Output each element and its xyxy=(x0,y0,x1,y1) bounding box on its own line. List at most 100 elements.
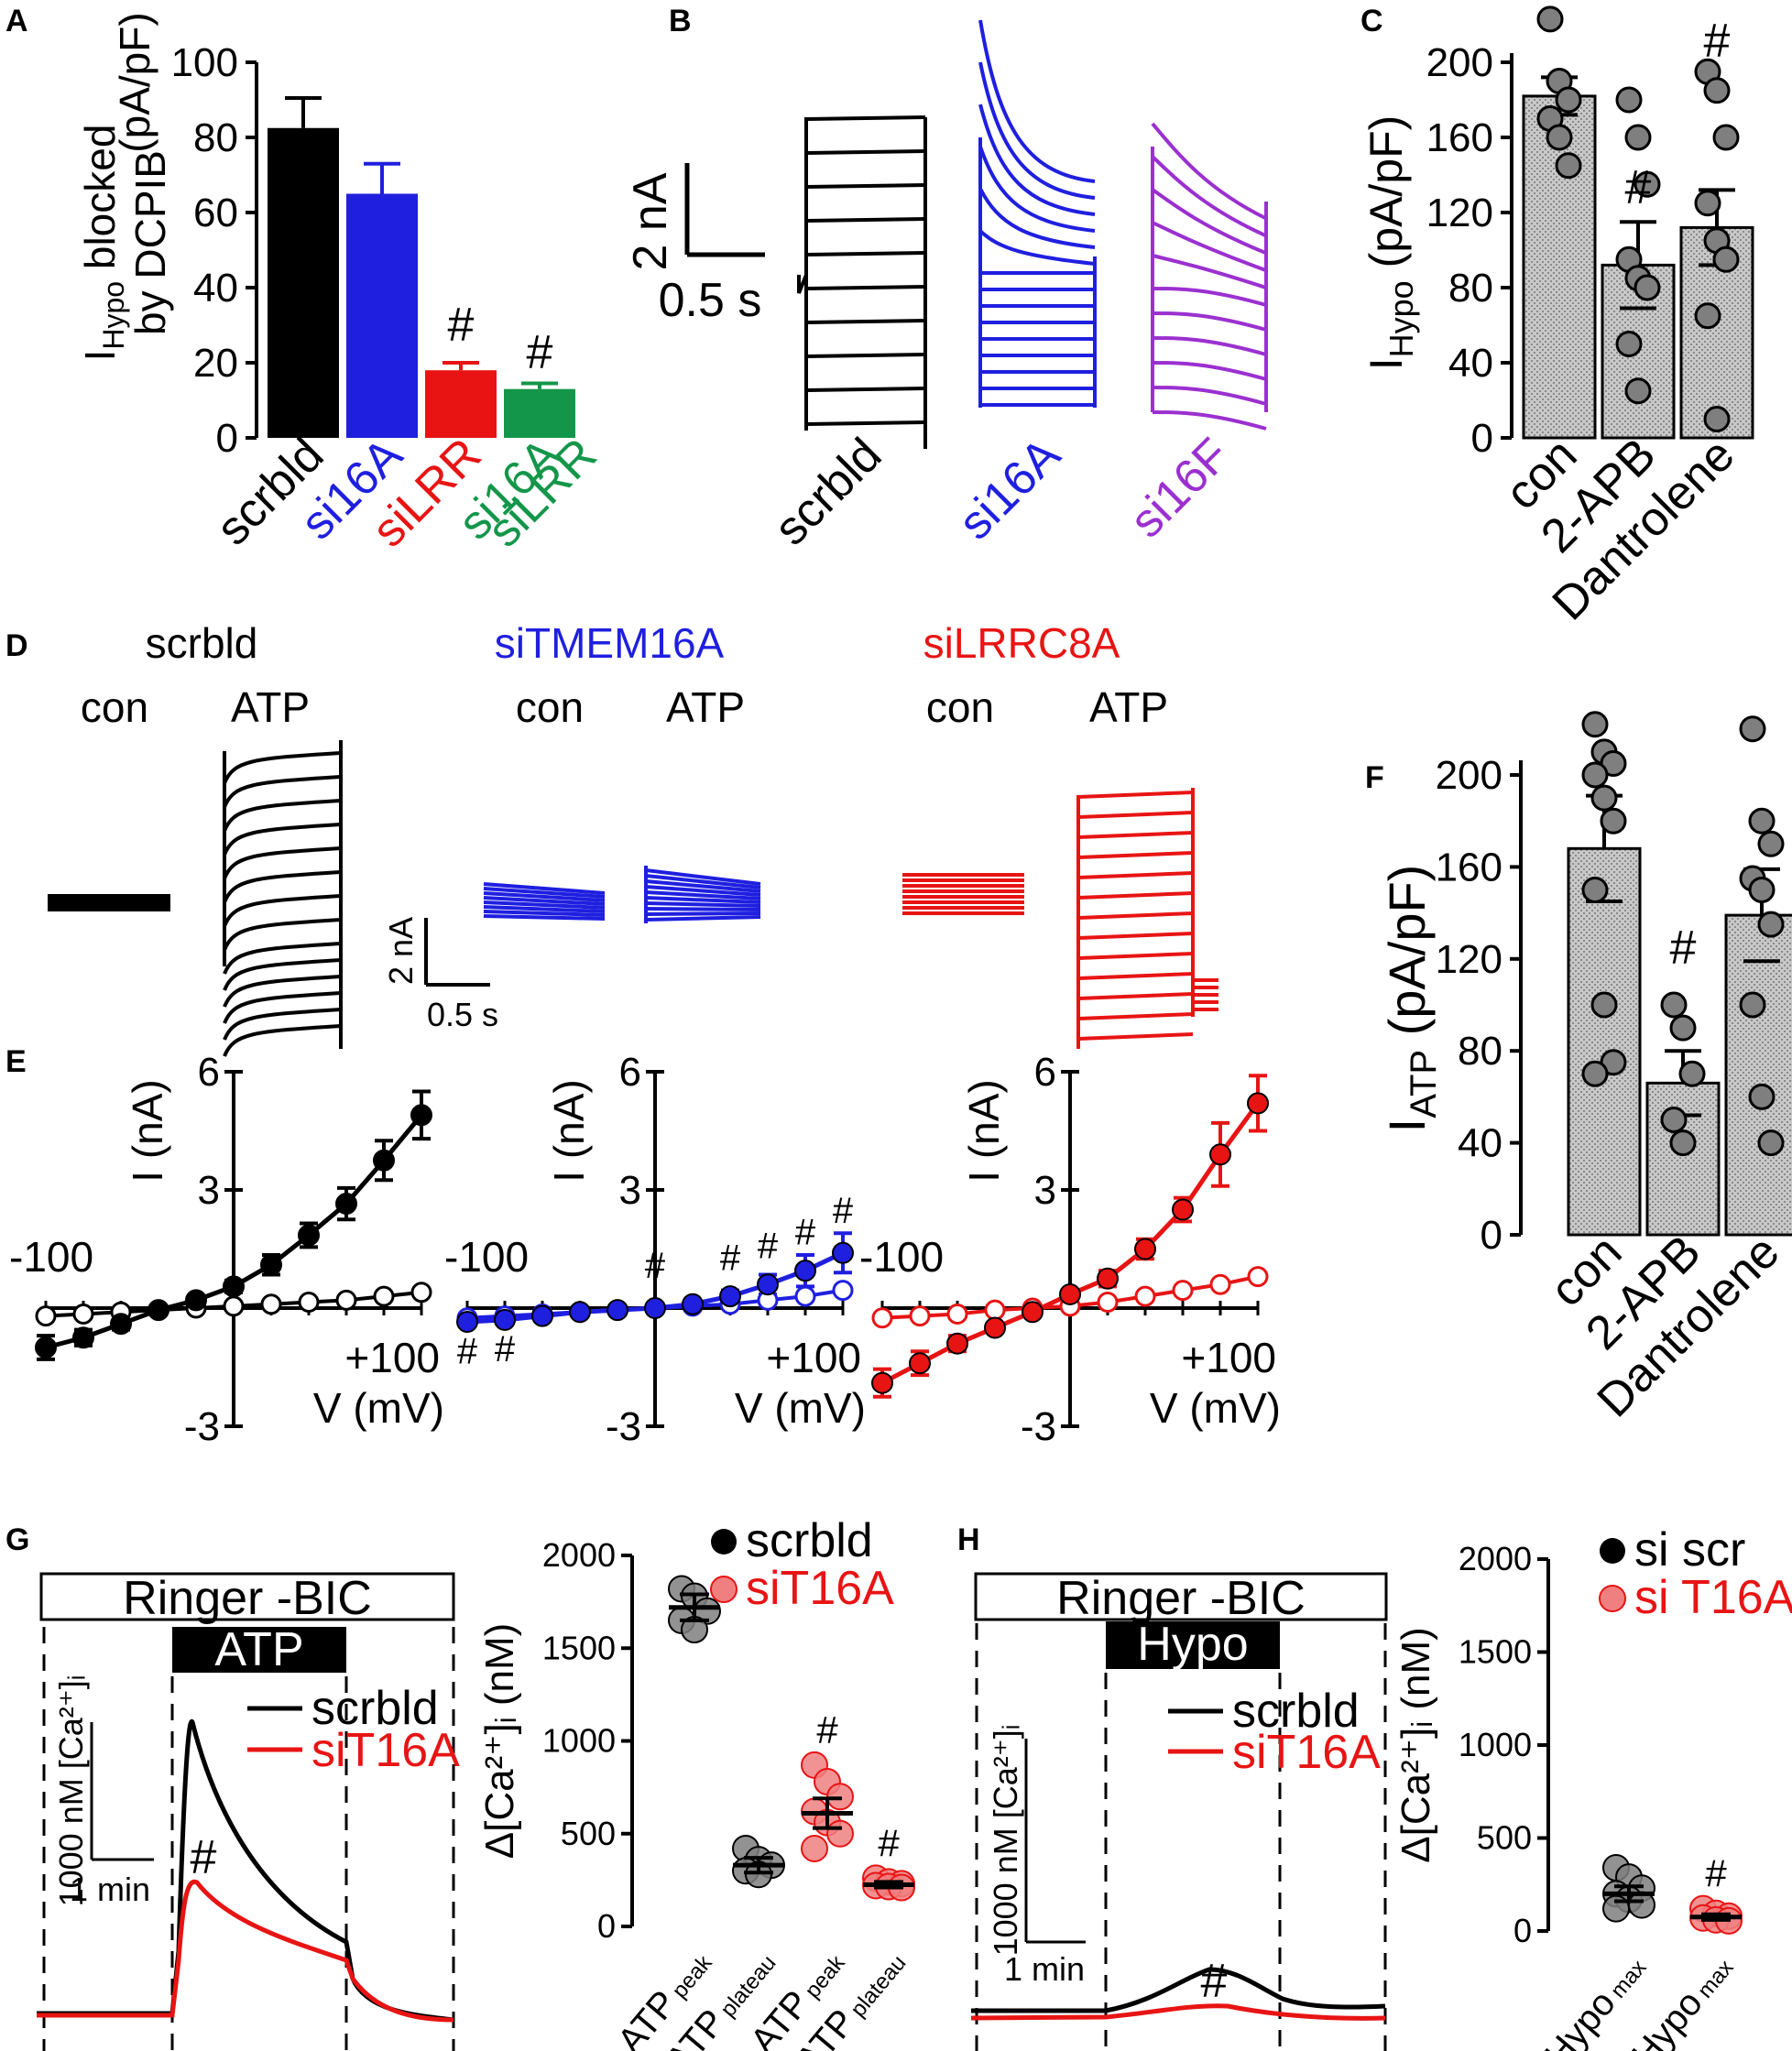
atp-point xyxy=(456,1311,478,1334)
data-point xyxy=(1555,86,1582,114)
con-point xyxy=(335,1289,357,1311)
atp-point xyxy=(373,1149,395,1172)
atp-point xyxy=(410,1104,432,1127)
panel-h-legend-sit16a: siT16A xyxy=(1232,1726,1381,1779)
data-point xyxy=(1634,274,1661,301)
trace xyxy=(1077,811,1194,819)
y-title-rest: (pA/pF) xyxy=(1378,865,1436,1050)
data-point xyxy=(1581,761,1609,789)
condition-header: ATP xyxy=(666,683,745,731)
category-main: Hypo xyxy=(1624,1983,1710,2051)
bar xyxy=(1522,94,1597,440)
trace xyxy=(645,915,761,922)
panel-b-scale-bar: 2 nA 0.5 s xyxy=(624,163,765,327)
trace xyxy=(223,799,342,832)
atp-point xyxy=(719,1285,741,1308)
panel-c-y-axis-label: IHypo (pA/pF) xyxy=(1360,115,1420,371)
atp-point xyxy=(110,1313,132,1336)
legend-label: si T16A xyxy=(1634,1571,1792,1624)
y-tick-label: 80 xyxy=(1448,266,1493,311)
panel-c-y-ticks: 0 40 80 120 160 200 xyxy=(1426,40,1512,461)
con-point xyxy=(298,1292,320,1314)
trace xyxy=(1152,287,1267,307)
y-axis-title: Δ[Ca²⁺]ᵢ (nM) xyxy=(1393,1627,1438,1863)
x-max-label: +100 xyxy=(1181,1334,1276,1381)
trace xyxy=(223,958,342,991)
con-point xyxy=(260,1293,282,1315)
trace xyxy=(1077,831,1194,839)
trace xyxy=(645,868,761,886)
atp-point xyxy=(494,1308,516,1331)
data-point xyxy=(1748,807,1776,835)
atp-point xyxy=(1209,1143,1231,1166)
data-point xyxy=(1694,302,1721,330)
trace xyxy=(645,890,761,900)
y-tick-label: 2000 xyxy=(542,1536,616,1574)
panel-g-calcium-traces: Ringer -BIC ATP scrbld siT16A 1000 nM [C… xyxy=(37,1572,460,2051)
bar xyxy=(1645,1081,1721,1237)
legend-label: si scr xyxy=(1634,1523,1745,1576)
trace xyxy=(1077,851,1194,859)
atp-point xyxy=(1247,1092,1269,1115)
data-point xyxy=(1712,124,1740,151)
data-point xyxy=(1590,784,1618,812)
panel-g-legend-sit16a: siT16A xyxy=(311,1724,460,1777)
trace xyxy=(223,870,342,903)
y-tick-label: 60 xyxy=(193,191,238,235)
con-point xyxy=(794,1285,816,1307)
y-tick-label: 40 xyxy=(193,266,238,311)
y-tick-label: 0 xyxy=(1471,416,1493,461)
con-point xyxy=(1097,1292,1119,1314)
trace xyxy=(1152,311,1267,332)
x-axis-title: V (mV) xyxy=(1150,1384,1281,1432)
atp-point xyxy=(644,1297,666,1319)
panel-b-scale-current: 2 nA xyxy=(624,172,677,270)
panel-g-ringer-label: Ringer -BIC xyxy=(123,1572,372,1625)
y-tick-label: 200 xyxy=(1436,753,1502,798)
panel-d-scale-bar: 2 nA 0.5 s xyxy=(382,917,498,1033)
data-point xyxy=(1694,190,1721,217)
atp-point xyxy=(871,1371,893,1394)
trace xyxy=(483,905,606,913)
con-point xyxy=(909,1305,931,1327)
atp-point xyxy=(335,1193,357,1216)
legend-dot xyxy=(1599,1585,1626,1612)
con-point xyxy=(984,1299,1006,1321)
trace xyxy=(978,61,1096,200)
trace xyxy=(805,319,926,324)
panel-h-legend: scrbld siT16A xyxy=(1168,1685,1381,1779)
bar xyxy=(425,370,497,438)
data-point xyxy=(1703,406,1731,432)
con-point xyxy=(373,1285,395,1307)
y-tick-label: 1500 xyxy=(1459,1633,1532,1671)
panel-h-hypo-bar xyxy=(1106,1621,1280,1669)
data-point xyxy=(1669,1129,1697,1157)
atp-point xyxy=(260,1253,282,1276)
trace xyxy=(483,914,606,921)
trace xyxy=(223,1024,342,1057)
data-point xyxy=(1546,124,1573,151)
data-point xyxy=(1678,1060,1706,1087)
atp-point xyxy=(1059,1282,1081,1305)
y-tick-label: 2000 xyxy=(1459,1540,1532,1577)
legend-dot xyxy=(710,1576,738,1603)
bar xyxy=(1567,846,1642,1237)
data-point xyxy=(1581,1060,1609,1087)
trace xyxy=(978,104,1096,216)
atp-point xyxy=(946,1332,968,1355)
panel-d-traces: scrbld con ATP siTMEM16A con ATP siLRRC8A con AT… xyxy=(48,619,1218,1057)
x-min-label: -100 xyxy=(9,1233,93,1281)
y-tick-label: 80 xyxy=(1458,1029,1502,1074)
trace xyxy=(978,19,1096,183)
panel-f-y-title: IATP (pA/pF) xyxy=(1378,865,1444,1133)
category-label: ATPplateau xyxy=(789,1943,913,2051)
trace xyxy=(223,846,342,879)
data-point xyxy=(1748,877,1776,903)
trace xyxy=(645,911,761,916)
y-tick-label: 0 xyxy=(597,1907,616,1945)
trace xyxy=(483,891,606,902)
significance-marker: # xyxy=(878,1821,900,1864)
